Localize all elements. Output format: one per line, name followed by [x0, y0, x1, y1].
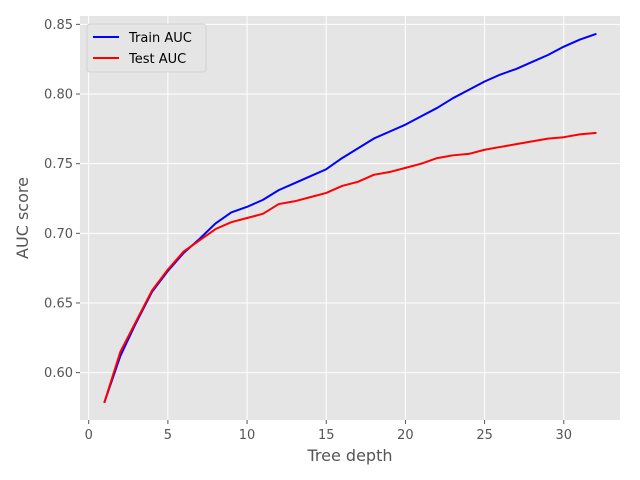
- x-axis-ticks: 0 5 10 15 20 25 30: [85, 420, 572, 443]
- y-tick-label: 0.70: [44, 227, 73, 242]
- y-tick-label: 0.80: [44, 88, 73, 103]
- y-tick-label: 0.75: [44, 157, 73, 172]
- series-line-test-auc: [103, 131, 597, 404]
- y-axis-ticks: 0.60 0.65 0.70 0.75 0.80 0.85: [44, 18, 80, 381]
- y-axis-label: AUC score: [13, 177, 32, 259]
- x-axis-label: Tree depth: [307, 446, 393, 465]
- x-tick-label: 20: [397, 428, 414, 443]
- y-tick-label: 0.65: [44, 296, 73, 311]
- legend-label-train: Train AUC: [128, 31, 192, 46]
- x-tick-label: 10: [239, 428, 256, 443]
- x-tick-label: 30: [556, 428, 573, 443]
- x-tick-label: 25: [476, 428, 493, 443]
- y-tick-label: 0.60: [44, 366, 73, 381]
- x-tick-label: 5: [164, 428, 172, 443]
- legend-label-test: Test AUC: [128, 52, 186, 67]
- x-tick-label: 0: [85, 428, 93, 443]
- x-tick-label: 15: [318, 428, 335, 443]
- y-tick-label: 0.85: [44, 18, 73, 33]
- series-lines: [103, 32, 597, 404]
- legend: Train AUC Test AUC: [86, 23, 207, 73]
- plot-area: [80, 16, 620, 420]
